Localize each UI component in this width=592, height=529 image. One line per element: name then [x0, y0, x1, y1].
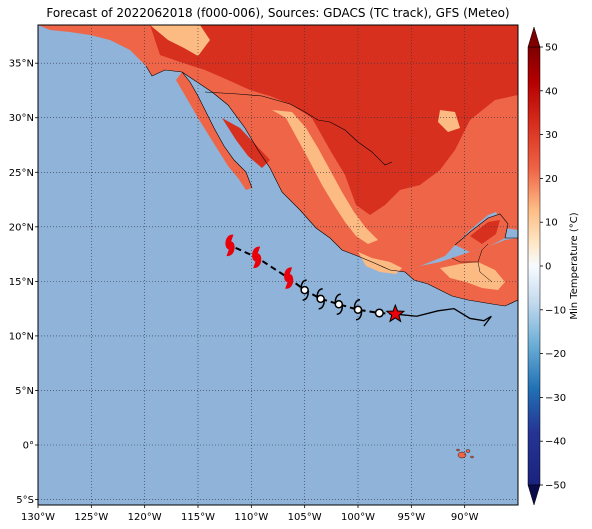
- tc-depression-icon: [374, 308, 384, 318]
- map-title: Forecast of 2022062018 (f000-006), Sourc…: [46, 6, 510, 20]
- tc-hurricane-icon: [225, 234, 235, 257]
- tc-track: [225, 234, 492, 327]
- lon-tick-label: 130°W: [21, 512, 55, 523]
- colorbar-label: Min Temperature (°C): [569, 212, 580, 319]
- colorbar-extend-top: [527, 26, 541, 48]
- latitude-axis: 35°N 30°N 25°N 20°N 15°N 10°N 5°N 0° 5°S: [9, 59, 38, 506]
- lat-tick-label: 30°N: [9, 113, 34, 124]
- graticule: [38, 25, 518, 505]
- colorbar-tick-label: 20: [545, 174, 558, 185]
- tc-hurricane-icon: [252, 246, 262, 269]
- tc-storm-icon: [353, 298, 363, 321]
- land-baja: [176, 72, 252, 190]
- lon-tick-label: 95°W: [398, 512, 426, 523]
- cool-zone-texas: [438, 110, 460, 132]
- colorbar-tick-label: 30: [545, 130, 558, 141]
- lon-tick-label: 110°W: [234, 512, 268, 523]
- colorbar-tick-label: −20: [545, 349, 566, 360]
- forecast-track-line: [229, 244, 396, 316]
- cool-zone-northwest: [150, 25, 210, 56]
- lat-tick-label: 25°N: [9, 168, 34, 179]
- colorbar: 50 40 30 20 10 0 −10 −20 −30 −40 −50 Min Temperatu…: [527, 26, 580, 506]
- colorbar-tick-label: −40: [545, 437, 566, 448]
- cool-zone-central-america: [440, 262, 505, 290]
- colorbar-body: [527, 46, 541, 486]
- lon-tick-label: 115°W: [181, 512, 215, 523]
- galapagos-islands: [456, 448, 474, 459]
- lat-tick-label: 20°N: [9, 222, 34, 233]
- colorbar-tick-label: −50: [545, 481, 566, 492]
- coastline: [145, 65, 518, 307]
- past-track-line: [395, 307, 492, 327]
- lat-tick-label: 0°: [23, 441, 34, 452]
- lat-tick-label: 5°N: [15, 386, 34, 397]
- lon-tick-label: 100°W: [341, 512, 375, 523]
- border-us-mexico: [204, 91, 393, 166]
- colorbar-tick-label: 10: [545, 218, 558, 229]
- plot-frame: [37, 24, 519, 506]
- heat-zone-yucatan: [470, 220, 500, 244]
- cool-zone-southern-mexico: [358, 252, 402, 274]
- colorbar-tick-label: 0: [545, 262, 551, 273]
- colorbar-tick-label: 40: [545, 86, 558, 97]
- colorbar-extend-bottom: [527, 484, 541, 506]
- longitude-axis: 130°W 125°W 120°W 115°W 110°W 105°W 100°W 95°W 9…: [21, 505, 479, 523]
- colorbar-tick-label: −10: [545, 305, 566, 316]
- heat-zone-interior: [150, 25, 518, 215]
- lon-tick-label: 90°W: [451, 512, 479, 523]
- lat-tick-label: 15°N: [9, 277, 34, 288]
- current-position-star-icon: [385, 303, 406, 323]
- tc-storm-icon: [300, 279, 309, 301]
- lat-tick-label: 5°S: [16, 495, 34, 506]
- heat-zone-sonora: [222, 118, 270, 168]
- colorbar-ticks: 50 40 30 20 10 0 −10 −20 −30 −40 −50: [540, 43, 566, 492]
- border-mexico-guatemala: [451, 243, 493, 283]
- tc-storm-icon: [334, 293, 344, 316]
- cool-zone-sierra-madre: [272, 110, 378, 244]
- tc-hurricane-icon: [284, 267, 294, 289]
- tc-storm-icon: [316, 288, 325, 310]
- colorbar-tick-label: −30: [545, 393, 566, 404]
- lat-tick-label: 35°N: [9, 59, 34, 70]
- lon-tick-label: 120°W: [128, 512, 162, 523]
- lon-tick-label: 105°W: [288, 512, 322, 523]
- lat-tick-label: 10°N: [9, 331, 34, 342]
- colorbar-tick-label: 50: [545, 43, 558, 54]
- lon-tick-label: 125°W: [74, 512, 108, 523]
